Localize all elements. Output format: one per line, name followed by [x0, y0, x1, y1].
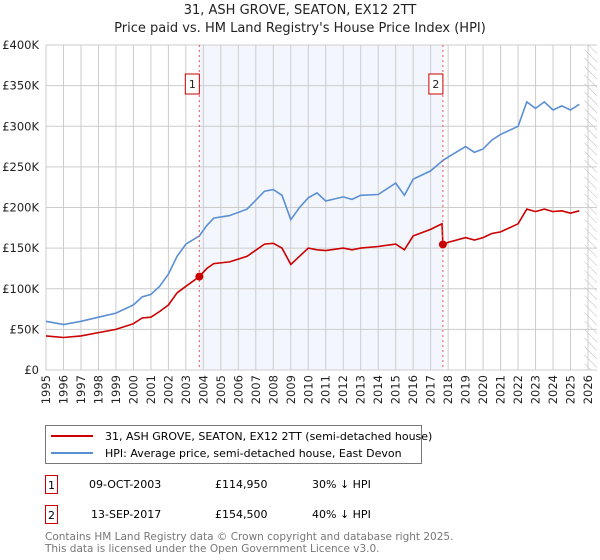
transaction-price: £114,950	[215, 478, 268, 491]
chart-subtitle: Price paid vs. HM Land Registry's House …	[114, 21, 486, 36]
x-tick-label: 2006	[231, 375, 245, 404]
legend-label-property: 31, ASH GROVE, SEATON, EX12 2TT (semi-de…	[105, 429, 433, 443]
x-tick-label: 2008	[266, 375, 280, 404]
x-tick-label: 2005	[214, 375, 228, 404]
x-tick-label: 2001	[144, 375, 158, 404]
transaction-badge: 1	[45, 475, 58, 494]
legend-item-property: 31, ASH GROVE, SEATON, EX12 2TT (semi-de…	[46, 428, 432, 444]
chart-title: 31, ASH GROVE, SEATON, EX12 2TT	[183, 3, 417, 18]
footer: Contains HM Land Registry data © Crown c…	[45, 531, 453, 555]
x-tick-label: 2025	[564, 375, 578, 404]
x-tick-label: 2026	[581, 375, 595, 404]
plot-area: 1995 1996 1997 1998 1999 2000 2001 2002 2003 2004…	[2, 38, 597, 404]
x-tick-label: 2000	[126, 375, 140, 404]
legend: 31, ASH GROVE, SEATON, EX12 2TT (semi-de…	[45, 425, 432, 464]
x-tick-label: 2019	[459, 375, 473, 404]
x-tick-label: 2023	[529, 375, 543, 404]
y-tick-label: £400K	[2, 38, 39, 52]
footer-copyright: Contains HM Land Registry data © Crown c…	[45, 531, 454, 543]
x-tick-label: 1995	[39, 375, 53, 404]
x-tick-label: 2015	[389, 375, 403, 404]
x-tick-label: 2014	[371, 375, 385, 404]
footer-licence: This data is licensed under the Open Gov…	[45, 543, 380, 555]
x-tick-label: 2003	[179, 375, 193, 404]
transaction-date: 13-SEP-2017	[91, 508, 162, 521]
sale-point	[438, 240, 447, 249]
x-tick-label: 1999	[109, 375, 123, 404]
y-tick-label: £50K	[10, 322, 40, 336]
x-tick-label: 2018	[441, 375, 455, 404]
y-tick-label: £300K	[2, 119, 39, 133]
x-tick-label: 2011	[319, 375, 333, 404]
x-tick-label: 2020	[476, 375, 490, 404]
transaction-badge: 2	[45, 505, 58, 524]
transaction-date: 09-OCT-2003	[89, 478, 162, 491]
y-tick-label: £250K	[2, 160, 39, 174]
x-tick-label: 1996	[56, 375, 70, 404]
x-tick-label: 2010	[301, 375, 315, 404]
sale-badge-box	[428, 73, 444, 95]
x-tick-label: 2013	[354, 375, 368, 404]
sale-badge-label: 1	[189, 78, 196, 91]
x-tick-label: 2017	[424, 375, 438, 404]
y-tick-label: £150K	[2, 241, 39, 255]
transaction-price: £154,500	[215, 508, 268, 521]
x-tick-label: 2022	[511, 375, 525, 404]
hpi-line	[45, 100, 580, 326]
x-tick-label: 2012	[336, 375, 350, 404]
blue-line-swatch	[51, 452, 93, 454]
x-tick-label: 2002	[161, 375, 175, 404]
price-paid-line	[45, 208, 580, 339]
y-tick-label: £0	[24, 363, 39, 377]
red-line-swatch	[51, 435, 93, 437]
transaction-row: 1 09-OCT-2003 £114,950 30% ↓ HPI	[45, 475, 465, 495]
transaction-row: 2 13-SEP-2017 £154,500 40% ↓ HPI	[45, 505, 465, 525]
transaction-hpi-diff: 40% ↓ HPI	[312, 508, 371, 521]
legend-label-hpi: HPI: Average price, semi-detached house,…	[105, 446, 402, 460]
x-tick-label: 2024	[546, 375, 560, 404]
x-tick-label: 2004	[196, 375, 210, 404]
y-tick-label: £350K	[2, 79, 39, 93]
y-tick-label: £100K	[2, 282, 39, 296]
y-tick-label: £200K	[2, 201, 39, 215]
x-tick-label: 2007	[249, 375, 263, 404]
transaction-hpi-diff: 30% ↓ HPI	[312, 478, 371, 491]
x-tick-label: 1997	[74, 375, 88, 404]
sale-point	[195, 272, 204, 281]
x-tick-label: 2009	[284, 375, 298, 404]
sale-badge-label: 2	[432, 78, 439, 91]
x-tick-label: 2016	[406, 375, 420, 404]
x-tick-label: 2021	[494, 375, 508, 404]
sale-badge-box	[184, 73, 200, 95]
legend-item-hpi: HPI: Average price, semi-detached house,…	[46, 445, 402, 461]
x-tick-label: 1998	[91, 375, 105, 404]
